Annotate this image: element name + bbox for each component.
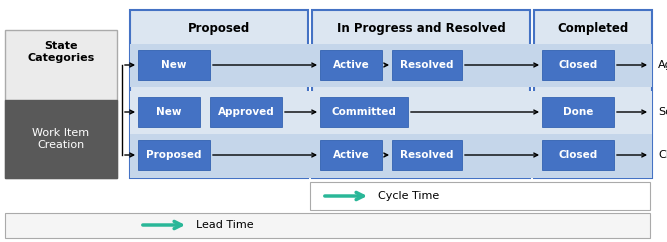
Bar (542, 140, 614, 170)
Bar (542, 97, 614, 127)
Bar (138, 97, 200, 127)
Bar (5, 100, 117, 178)
Text: New: New (161, 60, 187, 70)
Text: State
Categories: State Categories (27, 41, 95, 63)
Text: Resolved: Resolved (400, 150, 454, 160)
Bar (5, 213, 650, 238)
Text: In Progress and Resolved: In Progress and Resolved (337, 22, 506, 35)
Bar (130, 91, 652, 134)
Bar (310, 182, 650, 210)
Bar (320, 97, 408, 127)
Bar (392, 50, 462, 80)
Text: Closed: Closed (558, 150, 598, 160)
Bar (138, 50, 210, 80)
Text: Closed: Closed (558, 60, 598, 70)
Text: Committed: Committed (331, 107, 396, 117)
Bar (542, 50, 614, 80)
Bar (320, 50, 382, 80)
Bar (138, 140, 210, 170)
Text: Completed: Completed (558, 22, 628, 35)
Bar (320, 140, 382, 170)
Text: Proposed: Proposed (146, 150, 201, 160)
Bar (312, 10, 530, 178)
Text: Cycle Time: Cycle Time (378, 191, 440, 201)
Bar (130, 44, 652, 87)
Text: Lead Time: Lead Time (196, 220, 253, 230)
Bar (130, 134, 652, 178)
Text: CMMI: CMMI (658, 150, 667, 160)
Text: Scrum: Scrum (658, 107, 667, 117)
Text: Resolved: Resolved (400, 60, 454, 70)
Text: Active: Active (333, 150, 370, 160)
Text: Done: Done (563, 107, 593, 117)
Text: Approved: Approved (217, 107, 274, 117)
Text: Agile: Agile (658, 60, 667, 70)
Bar (5, 30, 117, 178)
Bar (534, 10, 652, 178)
Text: Active: Active (333, 60, 370, 70)
Text: Proposed: Proposed (188, 22, 250, 35)
Bar (130, 10, 308, 178)
Bar (392, 140, 462, 170)
Text: New: New (156, 107, 181, 117)
Text: Work Item
Creation: Work Item Creation (33, 128, 89, 150)
Bar (210, 97, 282, 127)
